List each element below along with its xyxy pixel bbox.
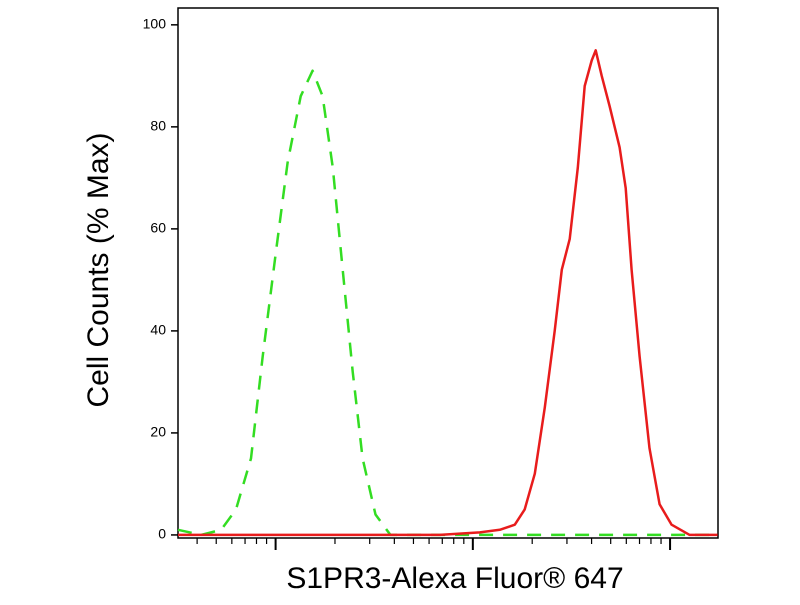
y-tick-label: 100 — [143, 16, 167, 32]
y-tick-label: 80 — [150, 118, 166, 134]
y-tick-label: 20 — [150, 424, 166, 440]
plot-frame — [177, 7, 719, 539]
y-axis-label: Cell Counts (% Max) — [82, 132, 115, 407]
series-line — [178, 49, 718, 537]
series-line — [177, 69, 718, 537]
y-tick-label: 0 — [158, 526, 166, 542]
y-tick-label: 40 — [150, 322, 166, 338]
y-tick-label: 60 — [150, 220, 166, 236]
x-axis-label: S1PR3-Alexa Fluor® 647 — [286, 562, 623, 595]
